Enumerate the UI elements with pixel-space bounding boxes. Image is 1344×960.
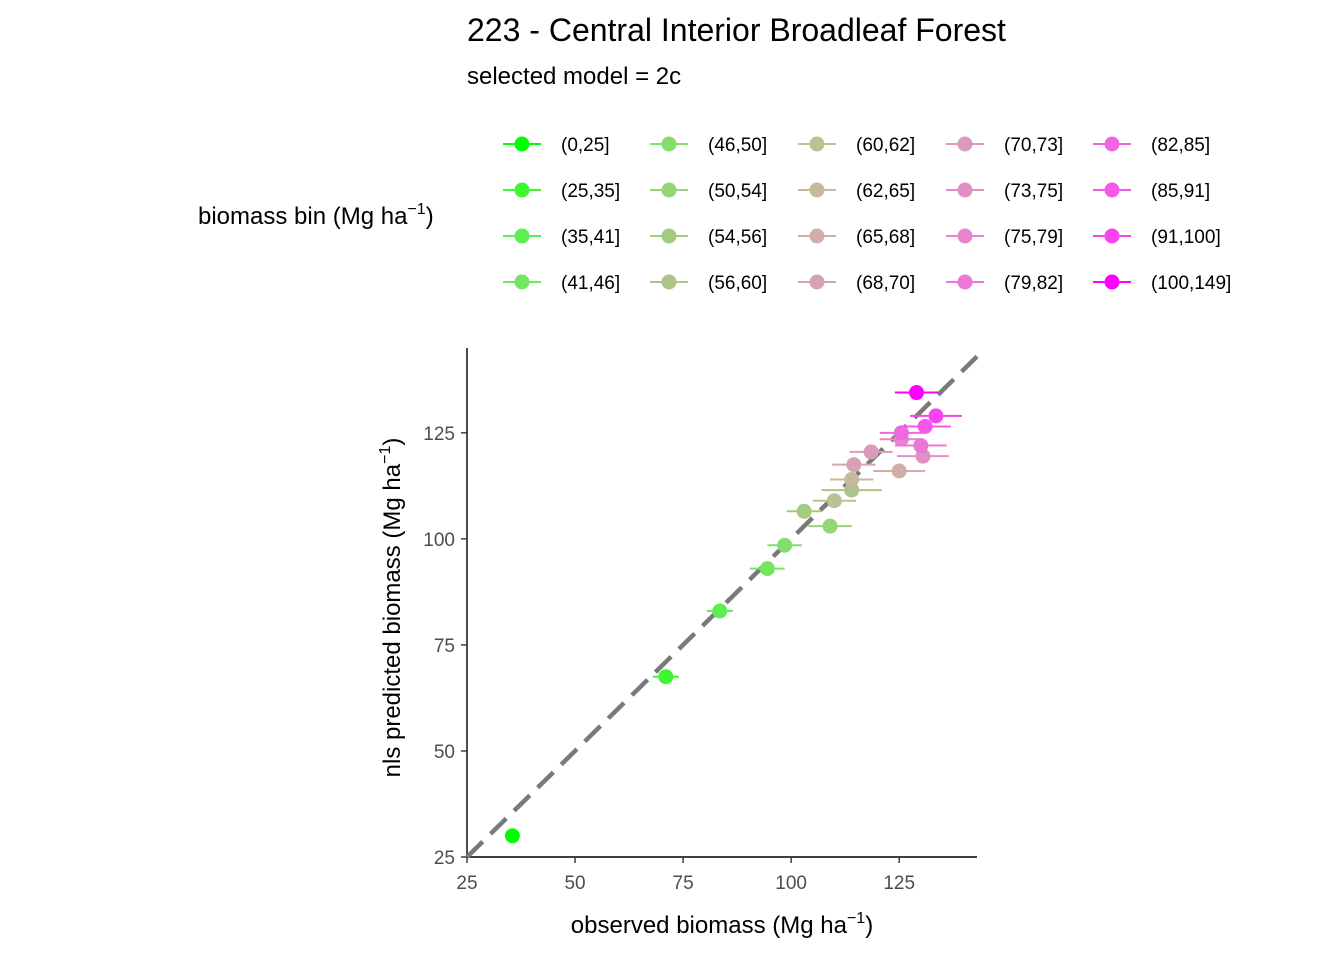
data-point bbox=[796, 503, 812, 519]
legend-item: (85,91] bbox=[1093, 181, 1210, 202]
legend-key-point bbox=[957, 182, 973, 198]
legend-item: (100,149] bbox=[1093, 273, 1231, 294]
legend-label: (46,50] bbox=[708, 135, 767, 156]
data-point bbox=[658, 669, 674, 685]
chart-title: 223 - Central Interior Broadleaf Forest bbox=[467, 12, 1006, 48]
y-tick-label: 50 bbox=[434, 742, 455, 763]
legend-item: (35,41] bbox=[503, 227, 620, 248]
legend-item: (68,70] bbox=[798, 273, 915, 294]
legend-label: (91,100] bbox=[1151, 227, 1221, 248]
y-axis-title: nls predicted biomass (Mg ha−1) bbox=[377, 438, 406, 778]
x-tick-label: 50 bbox=[564, 873, 585, 894]
legend-key-point bbox=[514, 228, 530, 244]
legend-item: (79,82] bbox=[946, 273, 1063, 294]
legend-key-point bbox=[957, 136, 973, 152]
legend-item: (25,35] bbox=[503, 181, 620, 202]
legend-key-point bbox=[1104, 228, 1120, 244]
data-point bbox=[759, 561, 775, 577]
legend-key-point bbox=[1104, 136, 1120, 152]
legend-label: (0,25] bbox=[561, 135, 610, 156]
data-point bbox=[712, 603, 728, 619]
legend-key-point bbox=[1104, 182, 1120, 198]
x-axis-title: observed biomass (Mg ha−1) bbox=[571, 910, 873, 939]
x-tick-label: 75 bbox=[673, 873, 694, 894]
legend-item: (60,62] bbox=[798, 135, 915, 156]
data-point bbox=[928, 408, 944, 424]
legend-title: biomass bin (Mg ha−1) bbox=[198, 201, 434, 230]
legend-label: (79,82] bbox=[1004, 273, 1063, 294]
legend-item: (41,46] bbox=[503, 273, 620, 294]
data-point bbox=[844, 482, 860, 498]
data-points bbox=[504, 385, 962, 844]
legend-item: (56,60] bbox=[650, 273, 767, 294]
legend-key-point bbox=[661, 182, 677, 198]
x-tick-label: 125 bbox=[883, 873, 915, 894]
y-tick-label: 75 bbox=[434, 636, 455, 657]
y-tick-label: 25 bbox=[434, 848, 455, 869]
data-point bbox=[908, 385, 924, 401]
legend-key-point bbox=[809, 182, 825, 198]
legend-label: (56,60] bbox=[708, 273, 767, 294]
legend-item: (75,79] bbox=[946, 227, 1063, 248]
legend-key-point bbox=[661, 228, 677, 244]
legend-label: (75,79] bbox=[1004, 227, 1063, 248]
data-point bbox=[846, 457, 862, 473]
legend-label: (25,35] bbox=[561, 181, 620, 202]
data-point bbox=[863, 444, 879, 460]
legend-label: (35,41] bbox=[561, 227, 620, 248]
legend: (0,25] (25,35] (35,41] (41,46] (46,50] (50,54… bbox=[503, 135, 1231, 294]
legend-key-point bbox=[957, 228, 973, 244]
legend-label: (73,75] bbox=[1004, 181, 1063, 202]
data-point bbox=[826, 493, 842, 509]
y-tick-label: 100 bbox=[423, 530, 455, 551]
legend-label: (41,46] bbox=[561, 273, 620, 294]
data-point bbox=[777, 537, 793, 553]
chart-subtitle: selected model = 2c bbox=[467, 63, 681, 90]
legend-key-point bbox=[514, 274, 530, 290]
legend-key-point bbox=[514, 182, 530, 198]
y-tick-label: 125 bbox=[423, 424, 455, 445]
plot-area: 25 50 75 100 125 25 50 75 100 125 bbox=[423, 348, 979, 894]
legend-label: (85,91] bbox=[1151, 181, 1210, 202]
legend-item: (46,50] bbox=[650, 135, 767, 156]
legend-item: (82,85] bbox=[1093, 135, 1210, 156]
legend-item: (65,68] bbox=[798, 227, 915, 248]
axis-ticks: 25 50 75 100 125 25 50 75 100 125 bbox=[423, 424, 915, 894]
legend-key-point bbox=[514, 136, 530, 152]
legend-label: (50,54] bbox=[708, 181, 767, 202]
legend-label: (82,85] bbox=[1151, 135, 1210, 156]
data-point bbox=[913, 438, 929, 454]
legend-item: (0,25] bbox=[503, 135, 610, 156]
legend-key-point bbox=[957, 274, 973, 290]
legend-label: (100,149] bbox=[1151, 273, 1231, 294]
legend-key-point bbox=[809, 274, 825, 290]
legend-item: (91,100] bbox=[1093, 227, 1221, 248]
data-point bbox=[844, 471, 860, 487]
data-point bbox=[504, 828, 520, 844]
x-tick-label: 100 bbox=[775, 873, 807, 894]
data-point bbox=[893, 425, 909, 441]
legend-label: (54,56] bbox=[708, 227, 767, 248]
legend-label: (70,73] bbox=[1004, 135, 1063, 156]
legend-item: (62,65] bbox=[798, 181, 915, 202]
x-tick-label: 25 bbox=[456, 873, 477, 894]
legend-label: (62,65] bbox=[856, 181, 915, 202]
legend-item: (54,56] bbox=[650, 227, 767, 248]
legend-label: (65,68] bbox=[856, 227, 915, 248]
data-point bbox=[822, 518, 838, 534]
data-point bbox=[917, 418, 933, 434]
legend-key-point bbox=[809, 136, 825, 152]
legend-label: (68,70] bbox=[856, 273, 915, 294]
legend-item: (70,73] bbox=[946, 135, 1063, 156]
legend-key-point bbox=[1104, 274, 1120, 290]
legend-item: (50,54] bbox=[650, 181, 767, 202]
legend-key-point bbox=[661, 274, 677, 290]
data-point bbox=[891, 463, 907, 479]
legend-key-point bbox=[661, 136, 677, 152]
legend-item: (73,75] bbox=[946, 181, 1063, 202]
legend-label: (60,62] bbox=[856, 135, 915, 156]
legend-key-point bbox=[809, 228, 825, 244]
